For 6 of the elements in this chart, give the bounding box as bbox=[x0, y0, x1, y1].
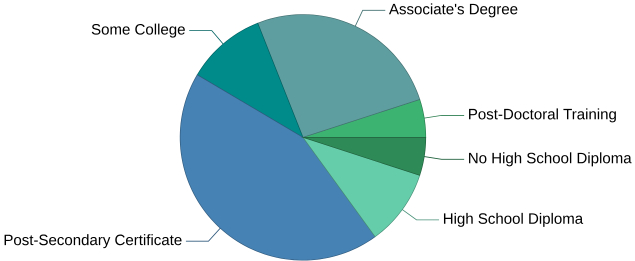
slice-label: Post-Secondary Certificate bbox=[4, 234, 182, 248]
slice-label: Post-Doctoral Training bbox=[469, 108, 616, 123]
slice-label: Some College bbox=[92, 24, 185, 38]
slice-label: Associate's Degree bbox=[388, 4, 518, 18]
slice-label: High School Diploma bbox=[444, 213, 584, 228]
slice-label: No High School Diploma bbox=[469, 152, 632, 167]
